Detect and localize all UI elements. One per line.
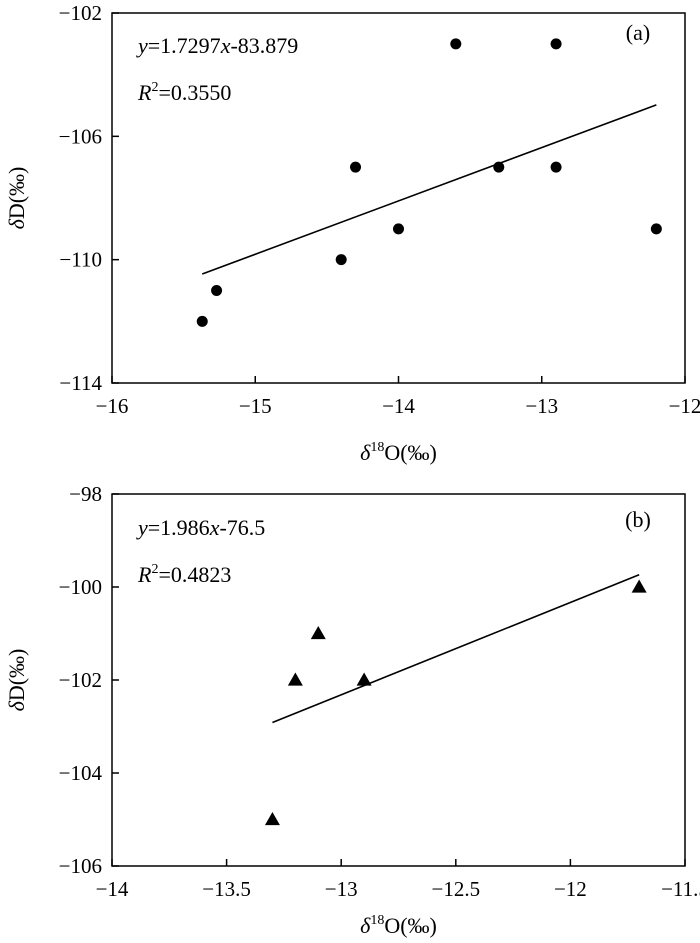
x-axis-title: δ18O(‰) xyxy=(360,913,437,938)
x-tick-label: −12 xyxy=(669,394,700,418)
panel-label: (a) xyxy=(626,20,650,45)
x-axis-sup: 18 xyxy=(370,913,384,928)
y-tick-label: −104 xyxy=(59,761,103,785)
x-tick-label: −14 xyxy=(382,394,415,418)
y-tick-label: −102 xyxy=(59,668,102,692)
equation-slope: =1.7297 xyxy=(148,33,221,58)
y-tick-label: −114 xyxy=(59,371,102,395)
x-tick-label: −13 xyxy=(325,877,358,901)
r2-r: R xyxy=(137,80,152,105)
chart-panel-a: −102 −106 −110 −114−16 −15 −14 −13 −12 y=1.7297x… xyxy=(4,1,700,465)
x-tick-label: −12.5 xyxy=(432,877,481,901)
r2-r: R xyxy=(137,562,152,587)
y-tick-label: −100 xyxy=(59,575,102,599)
data-point xyxy=(196,315,208,327)
x-tick-label: −13 xyxy=(525,394,558,418)
x-tick-label: −14 xyxy=(96,877,129,901)
y-tick-label: −102 xyxy=(59,1,102,25)
regression-equation: y=1.986x-76.5 xyxy=(136,515,265,540)
y-tick-label: −98 xyxy=(69,482,102,506)
y-tick-label: −110 xyxy=(59,248,102,272)
regression-line xyxy=(201,104,657,275)
data-point xyxy=(550,161,562,173)
x-axis-delta: δ xyxy=(360,913,371,938)
x-tick-label: −13.5 xyxy=(202,877,251,901)
data-point xyxy=(356,672,372,686)
equation-x: x xyxy=(220,33,231,58)
y-tick-label: −106 xyxy=(59,854,102,878)
chart-panel-b: −98 −100 −102 −104 −106−14 −13.5 −13 −12.5 −12 −1… xyxy=(4,482,700,938)
x-tick-label: −15 xyxy=(239,394,272,418)
equation-y: y xyxy=(136,33,148,58)
r2-sup: 2 xyxy=(151,562,158,577)
x-axis-rest: O(‰) xyxy=(384,913,437,938)
regression-equation: y=1.7297x-83.879 xyxy=(136,33,298,58)
x-axis-rest: O(‰) xyxy=(384,440,437,465)
data-point xyxy=(493,161,505,173)
panel-label: (b) xyxy=(625,507,651,532)
data-point xyxy=(310,626,326,640)
y-axis-title: δD(‰) xyxy=(4,167,29,230)
r2-value: =0.3550 xyxy=(158,80,231,105)
y-axis-title: δD(‰) xyxy=(4,649,29,712)
y-axis-rest: D(‰) xyxy=(4,167,29,220)
x-tick-label: −12 xyxy=(554,877,587,901)
equation-y: y xyxy=(136,515,148,540)
r2-sup: 2 xyxy=(151,80,158,95)
data-point xyxy=(650,223,662,235)
x-axis-sup: 18 xyxy=(370,440,384,455)
regression-line xyxy=(272,573,640,724)
data-point xyxy=(264,812,280,826)
data-point xyxy=(287,672,303,686)
r2-value: =0.4823 xyxy=(158,562,231,587)
data-point xyxy=(335,254,347,266)
data-point xyxy=(450,38,462,50)
plot-frame xyxy=(111,493,686,867)
y-tick-label: −106 xyxy=(59,124,102,148)
x-axis-delta: δ xyxy=(360,440,371,465)
data-point xyxy=(211,285,223,296)
equation-intercept: -76.5 xyxy=(219,515,265,540)
data-point xyxy=(550,38,562,50)
y-axis-delta: δ xyxy=(4,700,29,711)
equation-intercept: -83.879 xyxy=(230,33,298,58)
data-point xyxy=(393,223,404,235)
plot-frame xyxy=(111,12,686,384)
r-squared: R2=0.3550 xyxy=(137,80,231,105)
y-axis-rest: D(‰) xyxy=(4,649,29,702)
data-point xyxy=(350,161,362,173)
y-axis-delta: δ xyxy=(4,218,29,229)
x-tick-label: −16 xyxy=(96,394,129,418)
x-tick-label: −11.5 xyxy=(661,877,700,901)
r-squared: R2=0.4823 xyxy=(137,562,231,587)
x-axis-title: δ18O(‰) xyxy=(360,440,437,465)
equation-slope: =1.986 xyxy=(148,515,210,540)
data-point xyxy=(631,579,647,593)
equation-x: x xyxy=(209,515,220,540)
